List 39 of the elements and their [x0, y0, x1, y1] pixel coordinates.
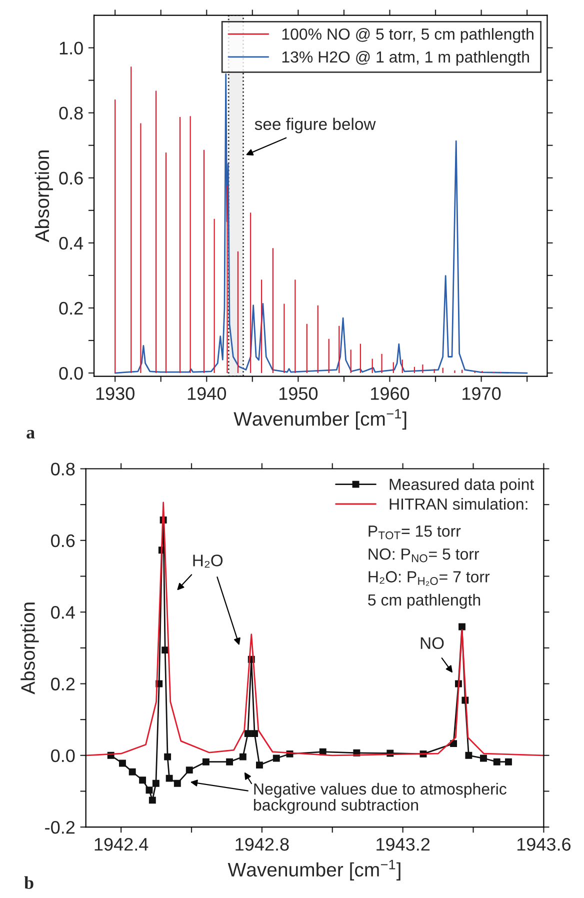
text: a	[26, 430, 35, 439]
x-tick-label: 1930	[96, 387, 134, 400]
annotation: NO	[420, 637, 444, 650]
x-tick-label: 1942.8	[236, 838, 289, 851]
y-tick-label: 0.4	[59, 236, 84, 250]
x-tick-label: 1940	[188, 387, 226, 400]
x-tick-label: 1943.6	[517, 838, 571, 851]
y-tick-label: 0.8	[51, 462, 75, 476]
y-axis-title: Absorption	[34, 150, 53, 242]
x-tick-label: 1943.2	[376, 838, 430, 851]
x-tick-label: 1970	[462, 387, 501, 400]
y-tick-label: 0.2	[59, 302, 83, 315]
annotation: NO: P$_{NO}$= 5 torr	[368, 548, 480, 562]
annotation: see figure below	[254, 118, 376, 134]
y-tick-label: 0.0	[51, 749, 75, 762]
legend-label: HITRAN simulation:	[390, 498, 528, 510]
text: b	[24, 876, 34, 889]
annotation: H₂O: P$_{H₂O}$= 7 torr	[368, 571, 490, 586]
y-axis-title: Absorption	[20, 602, 39, 694]
x-tick-label: 1960	[371, 387, 410, 400]
x-tick-label: 1950	[279, 387, 318, 400]
y-tick-label: 0.0	[59, 366, 83, 380]
y-tick-label: 0.8	[59, 106, 83, 120]
y-tick-label: 0.6	[59, 172, 83, 185]
annotation: Negative values due to atmospheric background subtraction	[254, 782, 506, 814]
legend-label: 100% NO @ 5 torr, 5 cm pathlength	[282, 28, 534, 43]
annotation: H₂O	[193, 554, 223, 568]
legend-label: Measured data point	[390, 478, 534, 494]
y-tick-label: -0.2	[45, 820, 75, 834]
x-axis-title: Wavenumber [cm$^{−1}$]	[234, 409, 406, 430]
annotation: P$_{TOT}$= 15 torr	[368, 526, 461, 540]
y-tick-label: 0.2	[51, 678, 75, 690]
annotation: 5 cm pathlength	[368, 594, 480, 609]
legend-label: 13% H2O @ 1 atm, 1 m pathlength	[282, 50, 529, 66]
y-tick-label: 0.4	[51, 606, 75, 619]
x-tick-label: 1942.4	[94, 838, 148, 851]
y-tick-label: 1.0	[60, 42, 83, 55]
x-axis-title: Wavenumber [cm$^{−1}$]	[228, 860, 400, 880]
y-tick-label: 0.6	[51, 534, 75, 548]
